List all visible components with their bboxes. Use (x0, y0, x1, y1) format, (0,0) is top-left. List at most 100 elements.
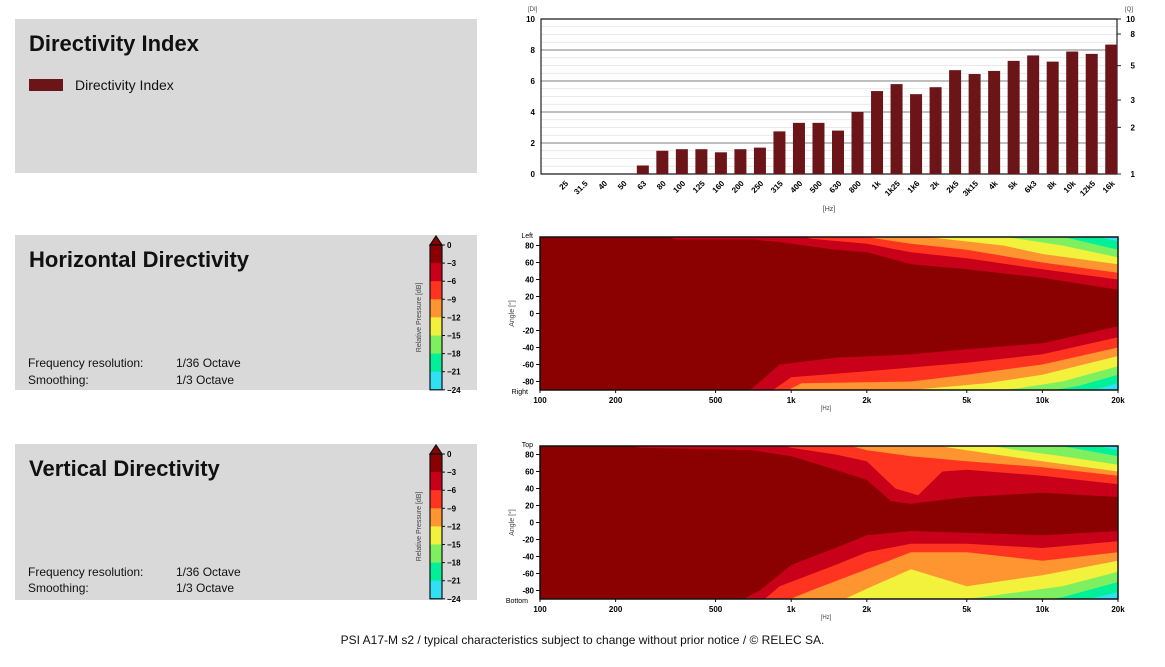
colorbar-tick-label: −9 (447, 295, 457, 304)
colorbar-arrow (428, 234, 444, 246)
bar-8k (1046, 61, 1059, 174)
smoothing: Smoothing: 1/3 Octave (28, 373, 234, 387)
x-tick-label: 1k25 (883, 179, 902, 198)
legend-label: Directivity Index (75, 77, 174, 93)
smoothing: Smoothing: 1/3 Octave (28, 581, 234, 595)
x-tick-label: 1k (787, 605, 796, 614)
top-direction-label: Left (521, 233, 533, 240)
chart-legend: Directivity Index (29, 77, 174, 93)
x-tick-label: 5k (962, 396, 971, 405)
directivity-index-panel: Directivity Index Directivity Index (15, 19, 477, 173)
colorbar-swatch (430, 281, 442, 300)
colorbar-tick-label: −24 (447, 386, 461, 395)
colorbar-tick-label: −6 (447, 486, 457, 495)
bar-4k (988, 70, 1001, 174)
bar-2k (929, 87, 942, 174)
colorbar-swatch (430, 562, 442, 582)
x-tick-label: 250 (750, 179, 766, 195)
colorbar-swatch (430, 371, 442, 391)
vertical-colorbar: 0 −3 −6 −9 −12 −15 −18 −21 −24 Relative Pressure … (416, 443, 461, 604)
label: Smoothing: (28, 581, 89, 595)
bottom-direction-label: Bottom (506, 598, 528, 605)
colorbar-tick-label: −21 (447, 368, 461, 377)
colorbar-swatch (430, 353, 442, 373)
bar-630 (832, 130, 844, 174)
colorbar-tick-label: −9 (447, 504, 457, 513)
bar-1k25 (890, 84, 903, 174)
y-axis-label: Angle [°] (508, 509, 516, 536)
x-tick-label: 2k (862, 396, 871, 405)
colorbar-swatch (430, 335, 442, 355)
colorbar-swatch (430, 508, 442, 527)
band-bottom-level-6 (1054, 374, 1118, 390)
x-axis-label: [Hz] (821, 615, 832, 621)
x-tick-label: 10k (1036, 396, 1050, 405)
y-tick-label: -60 (522, 361, 534, 370)
y-tick-label: -60 (522, 570, 534, 579)
colorbar-tick-label: 0 (447, 241, 452, 250)
colorbar-swatch (430, 580, 442, 600)
x-tick-label: 10k (1062, 179, 1078, 195)
colorbar-tick-label: −6 (447, 277, 457, 286)
x-tick-label: 800 (847, 179, 863, 195)
y-tick-label: -40 (522, 553, 534, 562)
bar-800 (851, 112, 864, 174)
y-right-tick-label: 8 (1131, 30, 1136, 39)
y-right-tick-label: 5 (1131, 62, 1136, 71)
colorbar-arrow (428, 443, 444, 455)
bar-400 (792, 122, 805, 174)
value: 1/3 Octave (176, 373, 235, 387)
frequency-resolution: Frequency resolution: 1/36 Octave (28, 356, 241, 370)
colorbar-swatch (430, 526, 442, 545)
contour-bands (540, 237, 1118, 390)
y-tick-label: 60 (525, 468, 534, 477)
x-tick-label: 2k5 (945, 179, 961, 195)
colorbar-tick-label: −18 (447, 350, 461, 359)
colorbar-swatch (430, 245, 442, 264)
y-tick-label: 8 (531, 46, 536, 55)
bar-16k (1105, 44, 1118, 175)
colorbar-label: Relative Pressure [dB] (416, 283, 423, 353)
y-tick-label: 0 (531, 170, 536, 179)
colorbar-tick-label: −3 (447, 468, 457, 477)
band-bottom-level-5 (966, 571, 1118, 599)
bar-6k3 (1027, 55, 1040, 174)
colorbar-swatch (430, 263, 442, 282)
legend-swatch (29, 79, 63, 91)
colorbar-swatch (430, 544, 442, 564)
bar-63 (636, 165, 649, 174)
label: Frequency resolution: (28, 356, 144, 370)
colorbar-swatch (430, 454, 442, 473)
y-tick-label: 20 (525, 293, 534, 302)
x-tick-label: 3k15 (961, 179, 980, 198)
x-tick-label: 100 (533, 396, 547, 405)
vertical-directivity-panel: Vertical Directivity Frequency resolutio… (15, 444, 477, 600)
x-tick-label: 4k (987, 179, 1000, 192)
bar-500 (812, 122, 825, 174)
panel-title: Directivity Index (29, 31, 199, 56)
value: 1/3 Octave (176, 581, 235, 595)
x-tick-label: 125 (691, 179, 707, 195)
band-bottom-level-6 (1049, 582, 1118, 599)
bar-10k (1066, 51, 1079, 174)
y-tick-label: 10 (526, 15, 535, 24)
y-tick-label: -80 (522, 378, 534, 387)
colorbar-tick-label: −12 (447, 313, 461, 322)
x-tick-label: 50 (616, 179, 629, 192)
contour-bands (540, 446, 1118, 599)
x-tick-label: 2k (862, 605, 871, 614)
x-tick-label: 500 (709, 396, 723, 405)
y-right-tick-label: 10 (1126, 15, 1135, 24)
y-right-tick-label: 1 (1131, 170, 1136, 179)
bar-12k5 (1085, 53, 1098, 174)
colorbar-swatch (430, 490, 442, 509)
y-tick-label: 0 (530, 519, 535, 528)
band-bottom-level-7 (1094, 383, 1118, 390)
y-tick-label: -80 (522, 587, 534, 596)
y-tick-label: 0 (530, 310, 535, 319)
band-top-level-6 (1062, 237, 1118, 250)
x-tick-label: 8k (1045, 179, 1058, 192)
x-tick-label: 100 (533, 605, 547, 614)
